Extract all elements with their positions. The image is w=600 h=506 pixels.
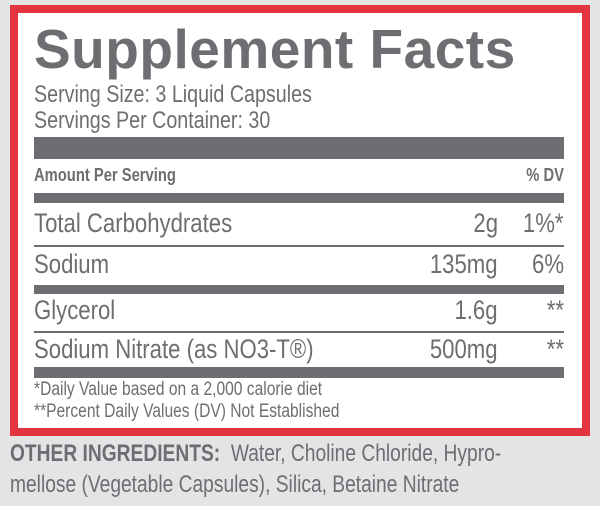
- nutrient-row: Glycerol 1.6g **: [34, 295, 564, 327]
- other-ingredients-line2: mellose (Vegetable Capsules), Silica, Be…: [10, 471, 460, 498]
- divider: [34, 367, 564, 378]
- nutrient-row: Sodium 135mg 6%: [34, 249, 564, 281]
- amount-per-serving-header: Amount Per Serving: [34, 165, 176, 185]
- servings-per-container: Servings Per Container: 30: [34, 107, 271, 134]
- nutrient-name: Glycerol: [34, 295, 116, 325]
- thin-divider: [34, 245, 564, 247]
- nutrient-amount: 135mg: [430, 249, 498, 279]
- nutrient-row: Total Carbohydrates 2g 1%*: [34, 208, 564, 240]
- supplement-facts-panel: Supplement Facts Serving Size: 3 Liquid …: [10, 5, 590, 436]
- nutrient-name: Sodium: [34, 249, 110, 279]
- thin-divider: [34, 331, 564, 333]
- other-ingredients: OTHER INGREDIENTS: Water, Choline Chlori…: [10, 438, 590, 500]
- nutrient-dv: 1%*: [523, 208, 564, 238]
- panel-title: Supplement Facts: [34, 18, 516, 80]
- nutrient-amount: 500mg: [430, 334, 498, 364]
- nutrient-amount: 1.6g: [454, 295, 498, 325]
- divider: [34, 193, 564, 203]
- other-ingredients-label: OTHER INGREDIENTS:: [10, 440, 221, 467]
- nutrient-name: Total Carbohydrates: [34, 208, 233, 238]
- footnote-daily-value: *Daily Value based on a 2,000 calorie di…: [34, 379, 323, 400]
- serving-size: Serving Size: 3 Liquid Capsules: [34, 81, 312, 108]
- dv-header: % DV: [526, 165, 564, 185]
- nutrient-dv: **: [546, 295, 564, 325]
- nutrient-row: Sodium Nitrate (as NO3-T®) 500mg **: [34, 334, 564, 366]
- divider: [34, 285, 564, 294]
- nutrient-dv: **: [546, 334, 564, 364]
- other-ingredients-line1: Water, Choline Chloride, Hypro-: [230, 440, 502, 467]
- nutrient-dv: 6%: [531, 249, 564, 279]
- footnote-dv-not-established: **Percent Daily Values (DV) Not Establis…: [34, 401, 340, 422]
- nutrient-amount: 2g: [473, 208, 498, 238]
- thick-divider: [34, 137, 564, 159]
- nutrient-name: Sodium Nitrate (as NO3-T®): [34, 334, 314, 364]
